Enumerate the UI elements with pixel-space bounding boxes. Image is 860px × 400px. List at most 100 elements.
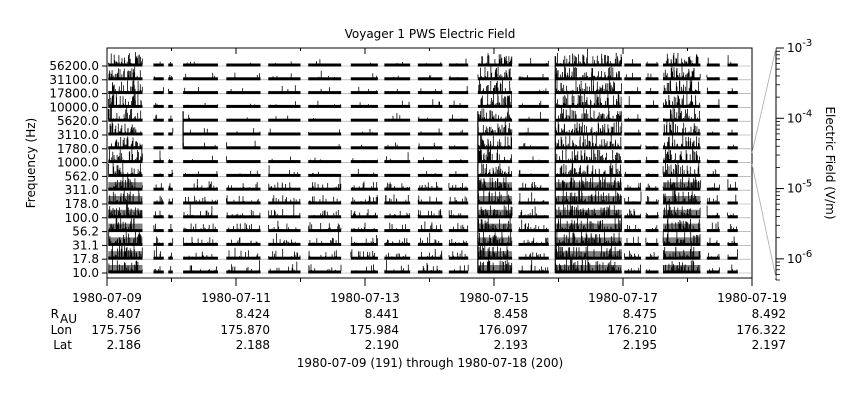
channel-trace xyxy=(448,160,469,164)
channel-trace xyxy=(448,91,469,95)
channel-trace xyxy=(384,146,411,150)
channel-trace xyxy=(153,270,164,274)
channel-trace xyxy=(555,270,622,274)
channel-trace xyxy=(108,104,143,108)
y-axis: 56200.031100.017800.010000.05620.03110.0… xyxy=(49,59,107,280)
channel-spikes xyxy=(637,159,640,161)
channel-spikes xyxy=(187,103,219,106)
channel-trace xyxy=(727,173,738,177)
channel-trace xyxy=(308,229,342,233)
channel-spikes xyxy=(394,173,403,175)
channel-trace xyxy=(417,256,443,260)
channel-spikes xyxy=(716,99,720,106)
channel-spikes xyxy=(521,237,549,244)
channel-trace xyxy=(518,173,549,177)
channel-trace xyxy=(706,201,720,205)
activity-band xyxy=(477,209,513,218)
channel-spikes xyxy=(234,72,260,78)
ephemeris-value: 175.870 xyxy=(220,323,270,337)
channel-trace xyxy=(417,201,443,205)
channel-spikes xyxy=(727,144,734,147)
channel-trace xyxy=(268,132,301,136)
channel-spikes xyxy=(731,129,738,133)
channel-trace xyxy=(153,63,164,67)
plot-area xyxy=(106,47,753,279)
channel-spikes xyxy=(350,235,378,244)
channel-trace xyxy=(226,201,261,205)
channel-trace xyxy=(624,270,642,274)
channel-trace xyxy=(662,63,701,67)
channel-spikes xyxy=(188,114,202,120)
channel-spikes xyxy=(460,129,463,133)
channel-spikes xyxy=(663,121,700,133)
activity-band xyxy=(477,182,513,191)
channel-spikes xyxy=(108,147,143,161)
channel-spikes xyxy=(650,252,659,258)
channel-spikes xyxy=(417,195,443,202)
channel-trace xyxy=(226,215,261,219)
channel-trace xyxy=(226,187,261,191)
channel-trace xyxy=(727,77,738,81)
channel-spikes xyxy=(320,87,330,92)
channel-spikes xyxy=(352,181,378,189)
channel-spikes xyxy=(387,142,398,147)
channel-spikes xyxy=(271,156,293,161)
channel-trace xyxy=(308,132,342,136)
channel-trace xyxy=(308,187,342,191)
channel-spikes xyxy=(624,236,639,244)
channel-trace xyxy=(645,270,659,274)
channel-trace xyxy=(268,256,301,260)
channel-spikes xyxy=(423,157,437,161)
channel-spikes xyxy=(167,214,170,216)
x-tick-label: 1980-07-17 xyxy=(588,291,658,305)
channel-trace xyxy=(226,91,261,95)
channel-spikes xyxy=(229,88,244,92)
activity-band xyxy=(477,265,513,273)
channel-trace xyxy=(153,91,164,95)
channel-spikes xyxy=(361,144,377,147)
channel-spikes xyxy=(663,93,700,106)
channel-spikes xyxy=(171,169,174,175)
channel-trace xyxy=(108,215,143,219)
colorbar-tick-label: 10-6 xyxy=(787,249,812,266)
channel-trace xyxy=(706,132,720,136)
channel-spikes xyxy=(155,183,162,189)
channel-spikes xyxy=(351,222,375,230)
channel-trace xyxy=(308,201,342,205)
channel-trace xyxy=(727,187,738,191)
x-tick-label: 1980-07-09 xyxy=(72,291,142,305)
channel-spikes xyxy=(449,239,467,244)
channel-trace xyxy=(153,118,164,122)
channel-trace xyxy=(662,132,701,136)
colorbar-connector-bottom xyxy=(751,163,777,279)
channel-spikes xyxy=(727,55,732,64)
channel-trace xyxy=(518,132,549,136)
channel-spikes xyxy=(170,223,173,230)
channel-spikes xyxy=(645,237,658,244)
channel-spikes xyxy=(275,115,289,120)
channel-trace xyxy=(624,256,642,260)
channel-spikes xyxy=(268,220,300,230)
channel-spikes xyxy=(185,195,218,202)
channel-trace xyxy=(108,132,143,136)
channel-spikes xyxy=(185,72,215,78)
activity-band xyxy=(555,223,622,232)
channel-spikes xyxy=(236,128,261,133)
channel-trace xyxy=(226,160,261,164)
channel-spikes xyxy=(663,245,701,258)
channel-trace xyxy=(168,77,173,81)
y-tick-label: 10000.0 xyxy=(49,100,99,114)
channel-spikes xyxy=(228,222,260,230)
channel-spikes xyxy=(419,181,439,189)
ephemeris-value: 176.322 xyxy=(736,323,786,337)
channel-spikes xyxy=(727,249,738,258)
channel-trace xyxy=(417,160,443,164)
channel-spikes xyxy=(309,176,342,189)
channel-spikes xyxy=(169,159,170,161)
channel-trace xyxy=(518,104,549,108)
channel-trace xyxy=(384,215,411,219)
channel-spikes xyxy=(186,61,197,64)
channel-spikes xyxy=(270,101,300,106)
channel-trace xyxy=(448,118,469,122)
channel-spikes xyxy=(525,252,546,258)
